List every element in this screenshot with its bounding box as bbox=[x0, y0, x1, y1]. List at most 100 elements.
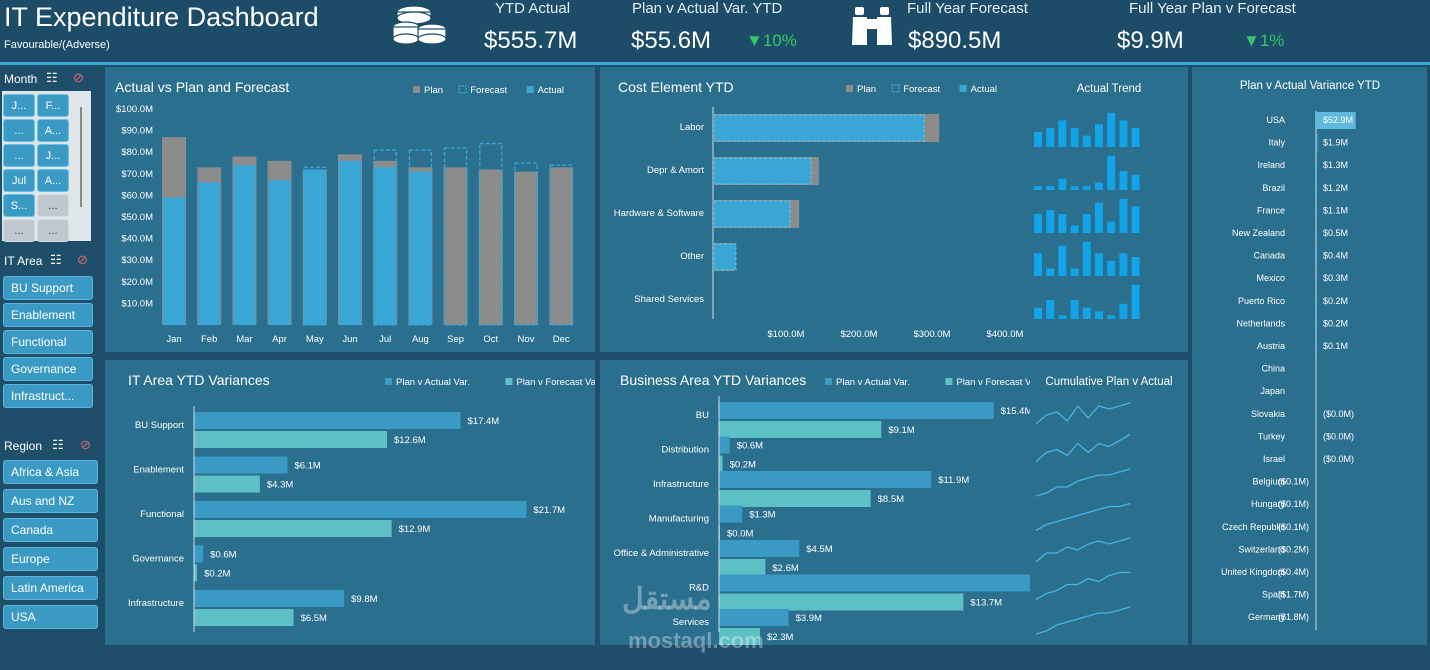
trend-bar bbox=[1058, 178, 1067, 190]
data-label: $21.7M bbox=[533, 505, 565, 516]
trend-bar bbox=[1095, 124, 1103, 147]
y-category-label: France bbox=[1257, 205, 1285, 215]
data-label: $0.2M bbox=[1323, 296, 1348, 306]
month-slicer-item[interactable]: ... bbox=[3, 144, 35, 167]
data-label: $0.6M bbox=[737, 441, 763, 452]
trend-bar bbox=[1034, 253, 1042, 276]
y-category-label: Brazil bbox=[1262, 183, 1285, 193]
y-category-label: United Kingdom bbox=[1221, 567, 1285, 577]
data-label: $6.5M bbox=[301, 613, 327, 624]
trend-bar bbox=[1131, 284, 1140, 319]
plan-bar bbox=[478, 169, 503, 325]
trend-bar bbox=[1070, 225, 1079, 233]
slicer-item-africa-asia[interactable]: Africa & Asia bbox=[3, 460, 98, 484]
y-category-label: Austria bbox=[1257, 341, 1285, 351]
y-category-label: Netherlands bbox=[1236, 318, 1285, 328]
trend-bar bbox=[1131, 128, 1140, 147]
legend-swatch bbox=[526, 86, 534, 93]
y-category-label: USA bbox=[1266, 115, 1285, 125]
legend-swatch bbox=[945, 378, 953, 385]
month-slicer-scrollbar[interactable] bbox=[80, 107, 82, 207]
plan-v-forecast-bar bbox=[194, 520, 392, 537]
trend-bar bbox=[1095, 311, 1103, 319]
slicer-item-enablement[interactable]: Enablement bbox=[3, 303, 93, 327]
kpi-plan-v-forecast-change: ▼1% bbox=[1243, 31, 1284, 51]
y-category-label: Czech Republic bbox=[1222, 522, 1286, 532]
actual-bar bbox=[233, 165, 256, 325]
plan-v-actual-bar bbox=[719, 574, 1030, 592]
actual-bar bbox=[713, 200, 791, 228]
x-tick-label: $200.0M bbox=[840, 329, 877, 340]
plan-v-forecast-bar bbox=[719, 593, 964, 611]
x-tick-label: $400.0M bbox=[986, 329, 1023, 340]
clear-filter-icon[interactable]: ⊘ bbox=[77, 252, 88, 267]
slicer-item-functional[interactable]: Functional bbox=[3, 330, 93, 354]
month-slicer-item[interactable]: ... bbox=[3, 219, 35, 242]
variance-bar bbox=[1316, 338, 1317, 355]
slicer-item-europe[interactable]: Europe bbox=[3, 547, 98, 571]
multi-select-icon[interactable]: ☷ bbox=[50, 252, 62, 267]
y-category-label: Infrastructure bbox=[653, 479, 709, 490]
slicer-item-bu-support[interactable]: BU Support bbox=[3, 276, 93, 300]
plan-v-actual-bar bbox=[719, 436, 730, 454]
month-slicer-item[interactable]: J... bbox=[3, 94, 35, 117]
plan-v-actual-bar bbox=[194, 456, 288, 474]
slicer-item-canada[interactable]: Canada bbox=[3, 518, 98, 542]
down-triangle-icon: ▼ bbox=[1243, 31, 1260, 50]
trend-bar bbox=[1034, 214, 1042, 233]
legend-swatch bbox=[385, 378, 392, 385]
clear-filter-icon[interactable]: ⊘ bbox=[73, 70, 84, 85]
month-slicer-item[interactable]: ... bbox=[37, 219, 69, 242]
slicer-item-aus-and-nz[interactable]: Aus and NZ bbox=[3, 489, 98, 513]
month-slicer-item[interactable]: A... bbox=[37, 119, 69, 142]
month-slicer-item[interactable]: Jul bbox=[3, 169, 35, 192]
forecast-bar bbox=[443, 147, 468, 326]
trend-bar bbox=[1082, 135, 1091, 147]
data-label: $0.4M bbox=[1323, 251, 1348, 261]
month-slicer-item[interactable]: A... bbox=[37, 169, 69, 192]
y-category-label: Distribution bbox=[661, 445, 709, 456]
x-tick-label: $100.0M bbox=[767, 329, 804, 340]
plan-v-actual-bar bbox=[194, 545, 204, 563]
data-label: $2.3M bbox=[767, 632, 793, 643]
data-label: $9.8M bbox=[351, 594, 377, 605]
legend-swatch bbox=[505, 378, 513, 385]
slicer-item-usa[interactable]: USA bbox=[3, 605, 98, 629]
trend-bar bbox=[1046, 186, 1055, 190]
trend-bar bbox=[1119, 171, 1128, 190]
y-category-label: Switzerland bbox=[1238, 544, 1285, 554]
trend-bar bbox=[1070, 128, 1079, 147]
month-slicer-item[interactable]: J... bbox=[37, 144, 69, 167]
cumulative-line bbox=[1035, 402, 1131, 425]
multi-select-icon[interactable]: ☷ bbox=[52, 437, 64, 452]
multi-select-icon[interactable]: ☷ bbox=[46, 70, 58, 85]
month-slicer-item[interactable]: ... bbox=[3, 119, 35, 142]
kpi-plan-v-forecast-pct: 1% bbox=[1259, 31, 1285, 50]
trend-bar bbox=[1107, 112, 1116, 147]
month-slicer-item[interactable]: S... bbox=[3, 194, 35, 217]
country-variance-panel bbox=[1192, 67, 1427, 645]
kpi-plan-v-forecast-value: $9.9M bbox=[1117, 27, 1184, 54]
page-title: IT Expenditure Dashboard bbox=[4, 2, 319, 32]
slicer-item-governance[interactable]: Governance bbox=[3, 357, 93, 381]
month-slicer-item[interactable]: F... bbox=[37, 94, 69, 117]
trend-bar bbox=[1046, 128, 1055, 147]
actual-trend-chart: Actual Trend bbox=[1034, 83, 1141, 319]
actual-bar bbox=[713, 114, 925, 142]
legend-label: Plan v Forecast Var. bbox=[956, 377, 1030, 388]
legend-swatch bbox=[413, 86, 420, 93]
variance-bar bbox=[1316, 112, 1356, 129]
watermark-logo: مستقل bbox=[622, 583, 712, 616]
slicer-item-latin-america[interactable]: Latin America bbox=[3, 576, 98, 600]
x-tick-label: Jun bbox=[342, 334, 357, 345]
legend-swatch bbox=[891, 84, 900, 93]
slicer-item-infrastruct[interactable]: Infrastruct... bbox=[3, 384, 93, 408]
actual-vs-plan-chart: Actual vs Plan and Forecast Plan Forecast A… bbox=[115, 79, 574, 345]
x-tick-label: Apr bbox=[272, 334, 287, 345]
y-tick-label: $20.0M bbox=[121, 277, 153, 288]
kpi-plan-v-forecast-label: Full Year Plan v Forecast bbox=[1129, 0, 1296, 17]
trend-bar bbox=[1082, 307, 1091, 319]
trend-bar bbox=[1070, 268, 1079, 276]
clear-filter-icon[interactable]: ⊘ bbox=[80, 437, 91, 452]
month-slicer-item[interactable]: ... bbox=[37, 194, 69, 217]
